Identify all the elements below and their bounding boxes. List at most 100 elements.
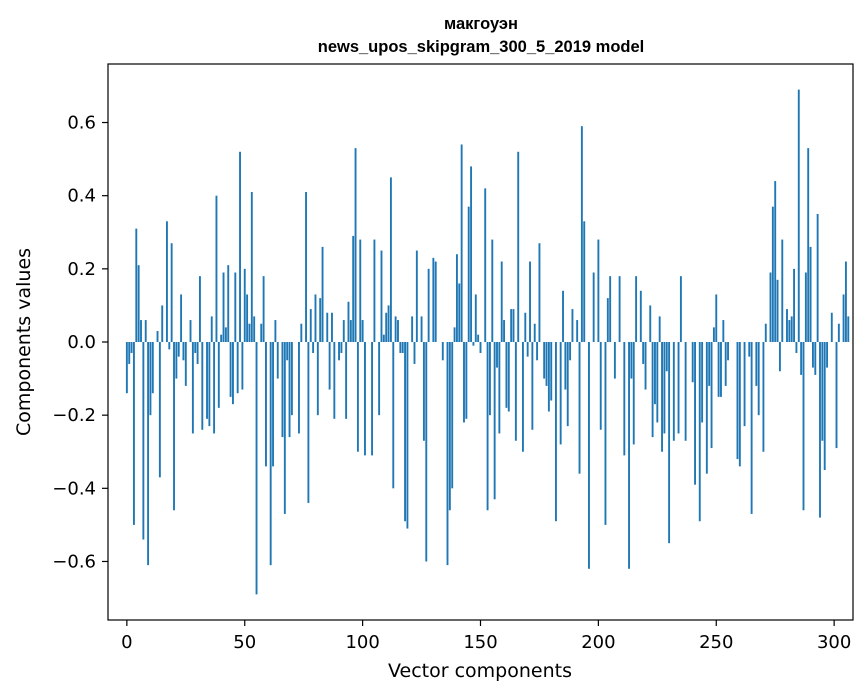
- bar: [331, 312, 333, 342]
- bar: [283, 342, 286, 514]
- bar: [224, 327, 227, 342]
- bar: [672, 342, 675, 441]
- bar: [356, 342, 359, 452]
- bar: [194, 342, 197, 353]
- bar: [208, 342, 211, 427]
- bar: [750, 342, 753, 514]
- bar: [147, 342, 150, 566]
- bar: [274, 320, 277, 342]
- bar: [441, 342, 444, 361]
- bar: [786, 309, 788, 342]
- bar: [333, 342, 336, 419]
- bar: [807, 148, 810, 342]
- bar: [720, 342, 722, 397]
- x-tick-label: 200: [581, 632, 615, 653]
- y-tick-label: 0.6: [67, 113, 96, 134]
- bar: [196, 342, 199, 364]
- x-tick-label: 100: [345, 632, 379, 653]
- bar: [691, 342, 694, 383]
- bar: [830, 312, 833, 342]
- bar: [380, 250, 383, 342]
- bar: [298, 342, 300, 434]
- bar: [305, 192, 307, 342]
- bar: [448, 342, 451, 511]
- bar: [500, 261, 503, 342]
- bar: [635, 276, 638, 342]
- bar: [536, 342, 539, 361]
- x-axis-ticks: 0 50 100 150 200 250 300: [121, 620, 851, 653]
- bar: [564, 342, 567, 390]
- bar: [684, 342, 687, 441]
- bar: [184, 342, 187, 386]
- bar: [467, 206, 470, 342]
- bar: [698, 342, 701, 522]
- bar: [545, 342, 548, 386]
- bar: [562, 290, 564, 342]
- y-tick-label: −0.4: [52, 478, 96, 499]
- bar: [547, 342, 550, 412]
- bar: [328, 342, 331, 390]
- bar: [312, 342, 315, 353]
- bar: [168, 342, 171, 350]
- bar: [173, 342, 175, 511]
- bar: [290, 342, 293, 416]
- bar: [800, 342, 803, 375]
- bar: [778, 342, 781, 372]
- bar: [804, 272, 807, 342]
- bar: [463, 342, 465, 423]
- bar: [821, 342, 824, 441]
- bar: [281, 342, 284, 438]
- bar: [507, 342, 510, 412]
- bar: [654, 342, 656, 405]
- bar: [166, 221, 168, 342]
- bar: [609, 276, 612, 342]
- bar: [373, 239, 376, 342]
- bar: [246, 294, 249, 342]
- bar: [493, 342, 496, 500]
- bar: [512, 309, 515, 342]
- bar: [422, 342, 425, 441]
- bar: [314, 294, 317, 342]
- bar: [559, 342, 562, 445]
- bar: [347, 301, 350, 342]
- y-tick-label: −0.2: [52, 405, 96, 426]
- plot-frame: [107, 63, 854, 621]
- bar: [243, 268, 246, 342]
- x-tick-label: 50: [233, 632, 256, 653]
- bar: [455, 254, 458, 342]
- bar: [503, 320, 506, 342]
- bar: [415, 250, 418, 342]
- bar: [769, 272, 772, 342]
- bar: [722, 320, 725, 342]
- bar: [149, 342, 152, 416]
- bar: [392, 342, 395, 489]
- bar: [514, 342, 517, 441]
- bar: [340, 342, 343, 353]
- bar: [404, 342, 406, 522]
- bar: [385, 312, 388, 342]
- bar: [135, 228, 138, 342]
- bar: [137, 265, 140, 342]
- bar: [656, 342, 659, 423]
- bar: [326, 312, 329, 342]
- bar: [649, 305, 652, 342]
- bar: [189, 320, 192, 342]
- bar: [658, 316, 661, 342]
- bar: [206, 342, 208, 419]
- bar: [321, 246, 324, 342]
- bar: [491, 239, 494, 342]
- bar: [272, 342, 274, 467]
- bar: [425, 342, 428, 562]
- bar: [628, 342, 630, 569]
- bar: [642, 342, 645, 364]
- x-tick-label: 300: [817, 632, 851, 653]
- bar: [229, 342, 232, 397]
- bar: [470, 166, 473, 342]
- bar: [180, 294, 183, 342]
- bar: [837, 323, 840, 342]
- bar-series: [125, 89, 850, 595]
- bar: [505, 342, 508, 408]
- bar: [352, 235, 355, 342]
